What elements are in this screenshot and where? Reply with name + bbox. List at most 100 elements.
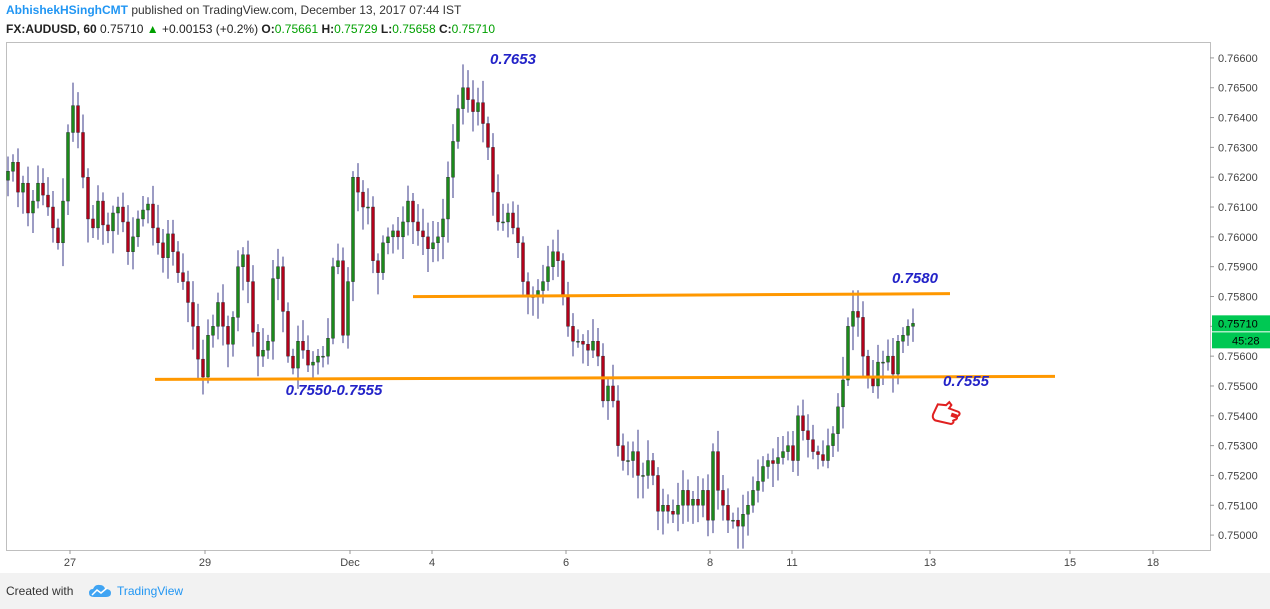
ohlc-line: FX:AUDUSD, 60 0.75710 ▲ +0.00153 (+0.2%)… (6, 22, 495, 36)
candle-body (676, 505, 680, 515)
candle-body (786, 445, 790, 452)
candle-body (266, 341, 270, 351)
candle-body (551, 251, 555, 267)
candle-body (326, 338, 330, 357)
published-text: published on TradingView.com, December 1… (128, 3, 462, 17)
candle-body (606, 385, 610, 402)
candle-body (561, 260, 565, 297)
candle-body (176, 251, 180, 273)
created-with-text: Created with (6, 584, 74, 598)
candle-body (511, 212, 515, 229)
candle-body (836, 406, 840, 434)
y-tick-label: 0.76100 (1218, 202, 1258, 214)
candle-body (66, 132, 70, 202)
candle-body (506, 212, 510, 223)
candle-body (666, 505, 670, 512)
candle-body (371, 206, 375, 261)
y-tick-label: 0.76600 (1218, 53, 1258, 65)
candle-body (441, 218, 445, 238)
candle-body (331, 266, 335, 339)
tradingview-brand[interactable]: TradingView (117, 584, 184, 598)
candle-body (641, 475, 645, 477)
candle-body (501, 221, 505, 224)
candle-body (541, 281, 545, 291)
candle-body (841, 379, 845, 408)
symbol-interval: FX:AUDUSD, 60 (6, 22, 97, 36)
candle-body (651, 460, 655, 476)
candle-body (6, 171, 10, 181)
candle-body (261, 349, 265, 357)
candle-body (386, 236, 390, 244)
close-label: C: (438, 22, 452, 36)
candle-body (241, 254, 245, 267)
candle-body (861, 317, 865, 357)
candle-body (391, 230, 395, 238)
candle-body (186, 281, 190, 303)
candle-body (141, 209, 145, 220)
candle-body (451, 141, 455, 178)
candle-body (886, 355, 890, 363)
candle-body (701, 490, 705, 506)
candle-body (341, 260, 345, 336)
candle-body (151, 203, 155, 229)
y-tick-label: 0.76500 (1218, 83, 1258, 95)
up-arrow-icon: ▲ (146, 22, 159, 36)
y-tick-label: 0.75900 (1218, 262, 1258, 274)
open-value: 0.75661 (274, 22, 319, 36)
candle-body (881, 361, 885, 364)
candle-body (481, 102, 485, 124)
candle-body (346, 281, 350, 336)
tradingview-cloud-icon (89, 584, 111, 597)
candle-body (906, 326, 910, 336)
candle-body (706, 490, 710, 521)
candle-body (671, 511, 675, 515)
candle-body (281, 266, 285, 312)
candle-body (631, 451, 635, 461)
candle-body (661, 505, 665, 512)
candle-body (411, 200, 415, 223)
close-value: 0.75710 (451, 22, 496, 36)
candle-body (296, 341, 300, 369)
candle-body (126, 221, 130, 252)
x-tick-label: Dec (340, 557, 360, 569)
candle-body (381, 242, 385, 273)
candle-body (276, 266, 280, 279)
candle-body (486, 123, 490, 148)
candle-body (591, 341, 595, 351)
candle-body (826, 445, 830, 461)
price-chart[interactable]: 0.76600 0.76500 0.76400 0.76300 0.76200 0.761… (0, 0, 1270, 573)
bar-countdown: 45:28 (1232, 335, 1260, 347)
candle-body (696, 499, 700, 506)
candle-body (801, 415, 805, 431)
candle-body (251, 281, 255, 333)
candle-body (36, 182, 40, 202)
candle-body (396, 230, 400, 238)
x-tick-label: 4 (429, 557, 435, 569)
candle-body (91, 218, 95, 229)
candle-body (61, 200, 65, 244)
candle-body (376, 260, 380, 273)
y-tick-label: 0.75600 (1218, 351, 1258, 363)
candle-body (856, 311, 860, 318)
x-tick-label: 29 (199, 557, 211, 569)
y-tick-label: 0.76000 (1218, 232, 1258, 244)
x-tick-label: 8 (707, 557, 713, 569)
candle-body (351, 177, 355, 282)
candle-body (121, 206, 125, 223)
y-tick-label: 0.75500 (1218, 381, 1258, 393)
candle-body (891, 355, 895, 375)
candle-body (146, 203, 150, 211)
candle-body (621, 445, 625, 461)
candle-body (586, 344, 590, 351)
candle-body (321, 355, 325, 358)
author-name[interactable]: AbhishekHSinghCMT (6, 3, 128, 17)
candle-body (191, 302, 195, 327)
candle-body (71, 105, 75, 133)
x-tick-label: 6 (563, 557, 569, 569)
candle-body (616, 400, 620, 446)
last-price-value: 0.75710 (1218, 318, 1258, 330)
candle-body (876, 361, 880, 387)
candle-body (31, 200, 35, 214)
price-annotation: 0.7550-0.7555 (286, 382, 383, 399)
footer: Created with TradingView (0, 573, 1270, 609)
